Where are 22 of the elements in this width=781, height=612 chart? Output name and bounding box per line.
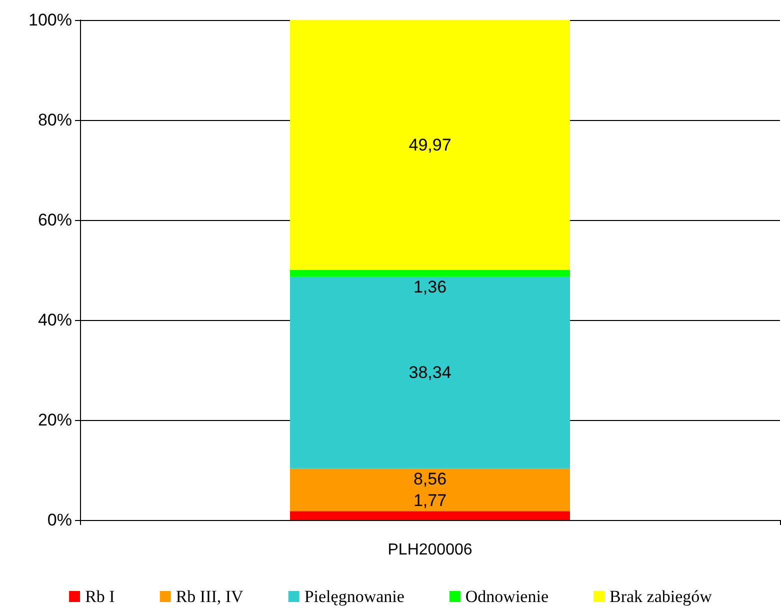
legend-label: Rb I: [85, 587, 116, 606]
data-label: 8,56: [413, 469, 447, 488]
y-tick-label: 0%: [47, 510, 72, 530]
data-label: 38,34: [408, 363, 452, 382]
data-label: 1,36: [413, 278, 447, 297]
data-label: 1,77: [413, 491, 447, 510]
y-tick-label: 20%: [38, 410, 72, 430]
legend-label: Rb III, IV: [176, 587, 244, 606]
bar: [290, 270, 570, 277]
y-tick-label: 80%: [38, 110, 72, 130]
y-tick-label: 40%: [38, 310, 72, 330]
bar: [290, 468, 570, 512]
bar: [290, 511, 570, 520]
x-tick-label: PLH200006: [388, 542, 472, 558]
y-tick-label: 100%: [28, 10, 72, 30]
data-label: 49,97: [408, 135, 452, 154]
bar: [290, 20, 570, 270]
legend-label: Pielęgnowanie: [304, 587, 404, 606]
legend-label: Odnowienie: [465, 587, 549, 606]
bar: [290, 276, 570, 468]
y-tick-label: 60%: [38, 210, 72, 230]
legend-label: Brak zabiegów: [610, 587, 713, 606]
